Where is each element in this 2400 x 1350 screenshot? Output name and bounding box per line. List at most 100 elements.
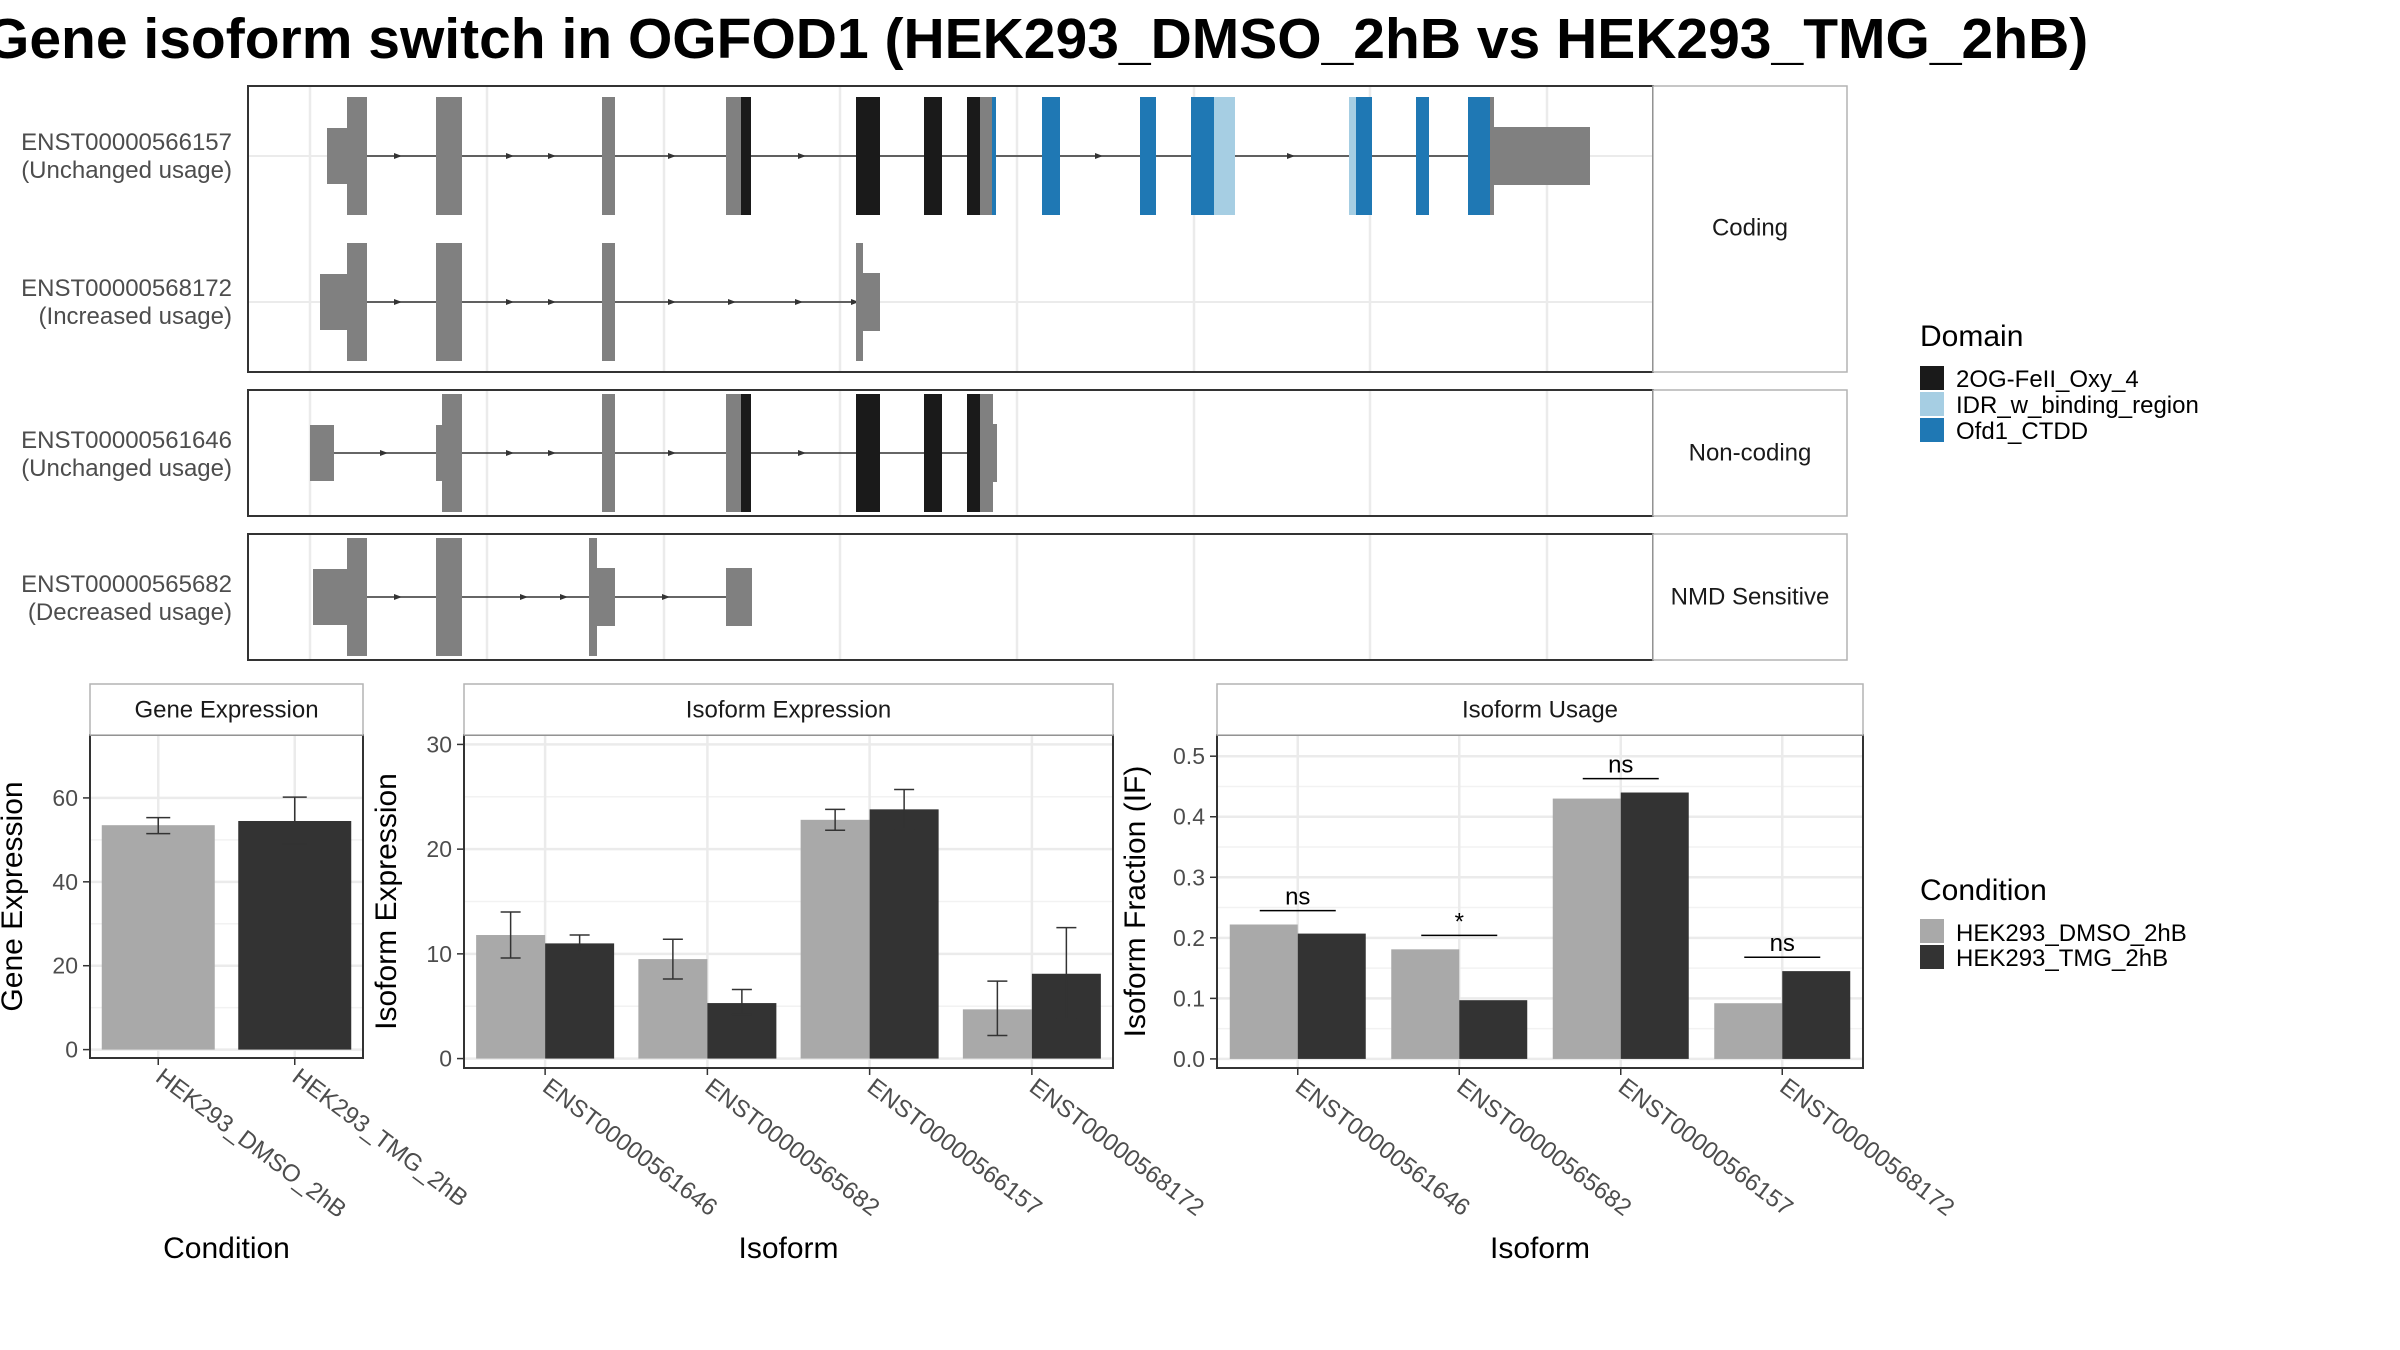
isoform-usage-chart: ns * ns ns Isoform Usage 0.0 0.1 0.2 0.3 0.4 0.5 EN… <box>1119 683 1959 1265</box>
exon-domain-oxy <box>741 97 751 215</box>
y-tick-label: 0.3 <box>1173 864 1205 890</box>
strip-title: Isoform Usage <box>1462 697 1618 724</box>
bar-HEK293_DMSO_2hB-ENST00000566157 <box>1552 798 1621 1059</box>
y-tick-label: 20 <box>52 953 78 979</box>
strip-nmd-label: NMD Sensitive <box>1671 583 1830 610</box>
strip-box <box>1216 683 1864 736</box>
domain-legend-label: IDR_w_binding_region <box>1956 392 2199 419</box>
condition-legend-key-tmg <box>1920 945 1944 969</box>
condition-legend-label: HEK293_TMG_2hB <box>1956 945 2168 972</box>
exon-domain-idr <box>1349 97 1356 215</box>
exon-domain-oxy <box>924 394 942 512</box>
bar-HEK293_TMG_2hB-ENST00000561646 <box>1297 933 1366 1059</box>
exon-domain-ctdd <box>992 97 996 215</box>
exon <box>436 97 462 215</box>
bar-HEK293_TMG_2hB-ENST00000566157 <box>869 809 939 1059</box>
exon <box>602 243 615 361</box>
exons <box>320 243 880 361</box>
y-tick-label: 0 <box>65 1037 78 1063</box>
strip-box <box>463 683 1114 736</box>
domain-legend-label: 2OG-FeII_Oxy_4 <box>1956 366 2139 393</box>
y-tick-label: 0 <box>439 1046 452 1072</box>
strip-coding-label: Coding <box>1712 214 1788 241</box>
transcript-ENST00000566157 <box>327 97 1590 215</box>
exon <box>436 538 462 656</box>
exon-domain-oxy <box>856 97 880 215</box>
strip-box <box>89 683 364 736</box>
transcript-ENST00000565682 <box>313 538 752 656</box>
exon <box>347 538 367 656</box>
exon <box>602 394 615 512</box>
strip-noncoding <box>1652 389 1848 517</box>
transcript-labels: ENST00000566157 (Unchanged usage) ENST00… <box>21 129 232 626</box>
transcript-structure-plot: Coding Non-coding NMD Sensitive ENST0000… <box>21 85 2199 661</box>
y-tick-label: 0.1 <box>1173 985 1205 1011</box>
y-axis-title: Isoform Expression <box>370 773 403 1030</box>
transcript-id-label: ENST00000565682 <box>21 571 232 598</box>
strip-coding <box>1652 85 1848 373</box>
significance-label: ns <box>1608 752 1633 779</box>
bar-HEK293_DMSO_2hB-ENST00000565682 <box>1391 949 1460 1059</box>
utr-exon <box>1494 127 1590 185</box>
utr-exon <box>863 273 880 331</box>
exons <box>313 538 752 656</box>
utr-exon <box>313 569 347 625</box>
y-tick-label: 0.0 <box>1173 1046 1205 1072</box>
domain-legend-key-oxy <box>1920 366 1944 390</box>
bar-HEK293_DMSO_2hB-ENST00000568172 <box>1714 1003 1783 1059</box>
gene-expression-chart: Gene Expression0204060HEK293_DMSO_2hBHEK… <box>0 683 473 1265</box>
condition-legend-label: HEK293_DMSO_2hB <box>1956 920 2187 947</box>
exon <box>442 394 462 512</box>
exon <box>602 97 615 215</box>
x-tick-label: ENST00000566157 <box>862 1073 1047 1221</box>
exon-domain-oxy <box>967 394 980 512</box>
transcript-usage-label: (Increased usage) <box>39 303 232 330</box>
strip-nmd <box>1652 533 1848 661</box>
bar-HEK293_TMG_2hB-ENST00000565682 <box>1459 1000 1528 1059</box>
exon-domain-ctdd <box>1468 97 1490 215</box>
intron-arrows <box>394 153 1295 159</box>
exon <box>980 97 992 215</box>
condition-legend: Condition HEK293_DMSO_2hB HEK293_TMG_2hB <box>1920 874 2187 972</box>
y-tick-label: 30 <box>426 731 452 757</box>
condition-legend-key-dmso <box>1920 919 1944 943</box>
y-tick-label: 0.4 <box>1173 804 1205 830</box>
y-tick-label: 0.2 <box>1173 925 1205 951</box>
x-tick-label: ENST00000568172 <box>1024 1073 1209 1221</box>
domain-legend-label: Ofd1_CTDD <box>1956 418 2088 445</box>
y-tick-label: 10 <box>426 941 452 967</box>
x-axis-title: Condition <box>163 1232 290 1265</box>
x-axis-title: Isoform <box>738 1232 838 1265</box>
intron-arrows <box>394 299 859 305</box>
bar-HEK293_TMG_2hB <box>238 820 352 1050</box>
x-axis-title: Isoform <box>1490 1232 1590 1265</box>
x-tick-label: ENST00000561646 <box>1290 1073 1475 1221</box>
exon <box>726 97 741 215</box>
isoform-expression-chart: Isoform Expression 0 10 20 30 ENST00000561646… <box>370 683 1209 1265</box>
bar-HEK293_TMG_2hB-ENST00000566157 <box>1620 792 1689 1059</box>
exon-domain-ctdd <box>1356 97 1372 215</box>
exon-domain-idr <box>1214 97 1235 215</box>
bar-HEK293_DMSO_2hB <box>101 825 215 1050</box>
significance-label: * <box>1455 908 1464 935</box>
chart-title: Gene isoform switch in OGFOD1 (HEK293_DM… <box>0 7 2089 71</box>
exon-domain-oxy <box>856 394 880 512</box>
strip-title: Gene Expression <box>134 697 318 724</box>
transcript-usage-label: (Unchanged usage) <box>21 455 232 482</box>
exons <box>310 394 997 512</box>
bar-HEK293_DMSO_2hB-ENST00000566157 <box>800 819 870 1059</box>
intron-arrows <box>380 450 806 456</box>
exon-domain-ctdd <box>1042 97 1060 215</box>
y-axis-title: Gene Expression <box>0 781 29 1011</box>
exon <box>347 243 367 361</box>
bar-HEK293_TMG_2hB-ENST00000568172 <box>1782 971 1851 1059</box>
exon <box>726 394 741 512</box>
exon <box>980 394 993 512</box>
y-tick-label: 20 <box>426 836 452 862</box>
transcript-ENST00000561646 <box>310 394 997 512</box>
bar-HEK293_DMSO_2hB-ENST00000561646 <box>1229 924 1298 1059</box>
exon <box>589 538 597 656</box>
significance-label: ns <box>1285 884 1310 911</box>
transcript-id-label: ENST00000566157 <box>21 129 232 156</box>
